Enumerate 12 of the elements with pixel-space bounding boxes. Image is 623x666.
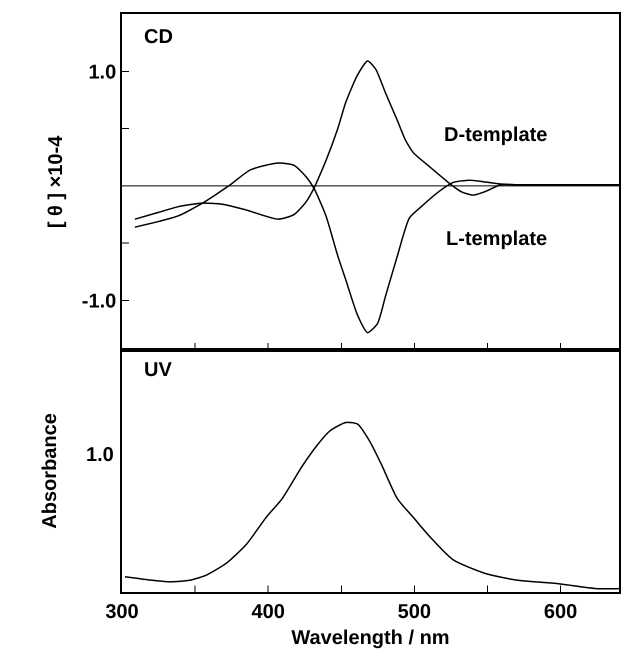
y-tick-label: -1.0	[82, 290, 116, 313]
text: CD	[144, 26, 173, 48]
x-tick-label: 300	[105, 600, 139, 623]
y-axis-title: [ θ ] ×10-4	[44, 134, 67, 228]
y-axis-title: Absorbance	[39, 413, 62, 529]
series-label: L-template	[446, 228, 548, 250]
x-tick-label: 600	[544, 600, 578, 623]
chart-title: UV	[144, 359, 172, 381]
x-axis-title: Wavelength / nm	[291, 626, 450, 649]
series-label: D-template	[444, 124, 548, 146]
x-tick-label: 500	[398, 600, 432, 623]
x-tick-label: 400	[251, 600, 285, 623]
